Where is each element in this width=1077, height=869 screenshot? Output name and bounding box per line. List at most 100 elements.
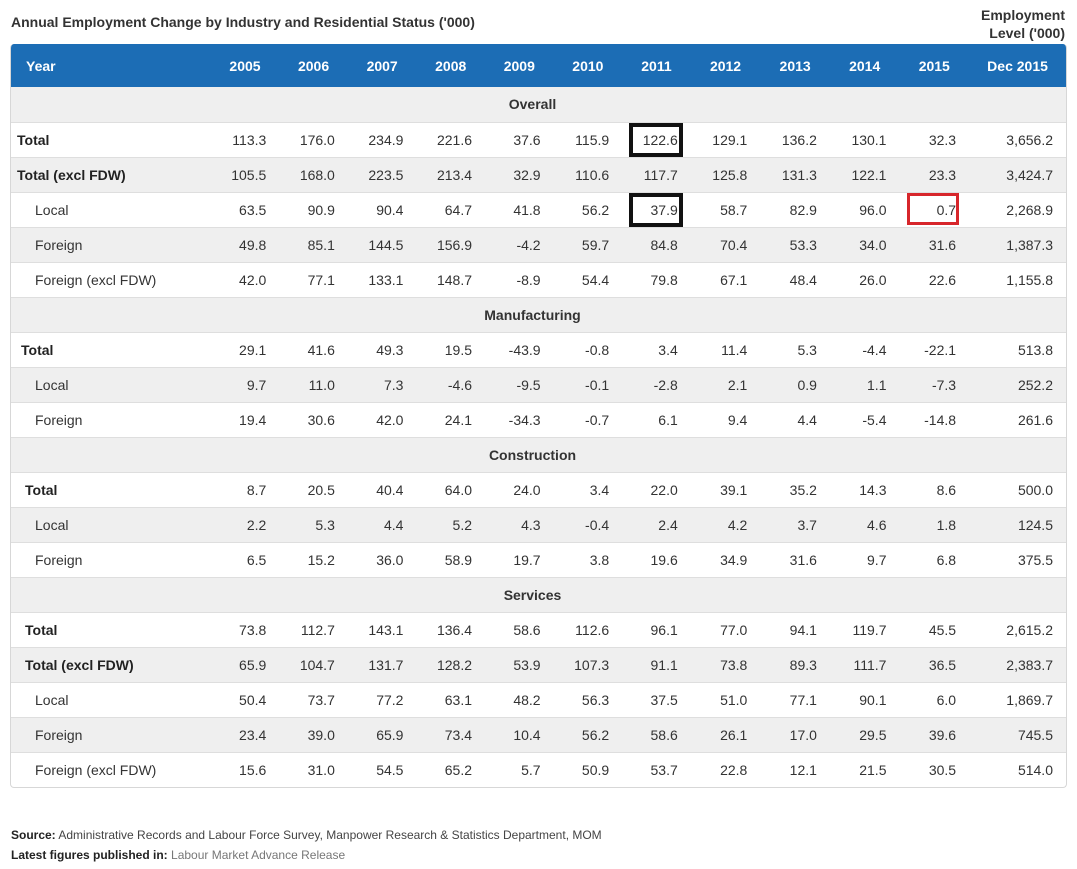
column-header-year: Year [26,57,56,74]
table-cell: 36.0 [347,541,417,577]
table-cell: 131.3 [760,156,830,192]
table-cell: 39.1 [690,471,761,507]
table-cell: 82.9 [760,191,830,227]
table-cell: 17.0 [760,716,830,752]
table-cell: 67.1 [690,261,761,297]
section-row: Overall [11,87,1066,122]
table-row: Local 2.2 5.3 4.4 5.2 4.3 -0.4 2.4 4.2 3.7 4.6 1.8 1… [11,506,1066,542]
table-cell: 65.2 [416,751,486,787]
table-cell: 49.3 [347,331,417,367]
table-cell: 58.6 [485,611,554,647]
table-row: Foreign 19.4 30.6 42.0 24.1 -34.3 -0.7 6.1 9.4 4.… [11,401,1066,437]
row-label: Foreign (excl FDW) [11,261,211,297]
table-cell: 128.2 [416,646,486,682]
table-cell: 125.8 [690,156,761,192]
table-cell: 56.2 [553,716,623,752]
row-label: Total [11,611,211,647]
table-cell: 9.7 [829,541,900,577]
table-cell: 8.6 [899,471,970,507]
section-title: Overall [11,87,1066,122]
table-cell: 54.4 [553,261,623,297]
table-cell: 73.8 [690,646,761,682]
table-cell: 117.7 [622,156,691,192]
table-row: Total 29.1 41.6 49.3 19.5 -43.9 -0.8 3.4 11.4 5.3… [11,331,1066,367]
row-label: Foreign (excl FDW) [11,751,211,787]
table-cell: 4.4 [347,506,417,542]
table-row: Local 63.5 90.9 90.4 64.7 41.8 56.2 37.9 58.7 82.… [11,191,1066,227]
table-cell: 261.6 [969,401,1066,437]
table-cell: 4.3 [485,506,554,542]
latest-figures-link[interactable]: Labour Market Advance Release [171,848,346,862]
table-cell: 2,268.9 [969,191,1066,227]
table-cell: -14.8 [899,401,970,437]
row-label: Foreign [11,716,211,752]
table-cell: 112.6 [553,611,623,647]
table-cell: 5.2 [416,506,486,542]
table-cell: 375.5 [969,541,1066,577]
table-row: Total 8.7 20.5 40.4 64.0 24.0 3.4 22.0 39.1 35.2 1… [11,471,1066,507]
table-cell: 34.0 [829,226,900,262]
source-note: Source: Administrative Records and Labou… [11,828,602,842]
table-cell: 2,383.7 [969,646,1066,682]
table-cell: 3.4 [622,331,691,367]
table-cell: 91.1 [622,646,691,682]
table-cell: 133.1 [347,261,417,297]
table-cell: 73.7 [279,681,348,717]
table-cell: 2.4 [622,506,691,542]
table-row: Total (excl FDW) 65.9 104.7 131.7 128.2 53.9 1… [11,646,1066,682]
column-header-2009: 2009 [503,57,535,74]
table-cell: 19.6 [622,541,691,577]
latest-figures-note: Latest figures published in: Labour Mark… [11,848,345,862]
row-label: Total (excl FDW) [11,156,211,192]
table-cell: 5.3 [760,331,830,367]
table-cell: 90.9 [279,191,348,227]
section-title: Construction [11,436,1066,472]
table-cell: -43.9 [485,331,554,367]
table-cell: 213.4 [416,156,486,192]
table-cell: 105.5 [210,156,280,192]
column-header-2008: 2008 [435,57,467,74]
table-cell: 26.0 [829,261,900,297]
row-label: Local [11,191,211,227]
row-label: Local [11,681,211,717]
table-cell: 85.1 [279,226,348,262]
table-cell: -7.3 [899,366,970,402]
table-cell: 40.4 [347,471,417,507]
table-cell: 90.1 [829,681,900,717]
table-body: Overall Total 113.3 176.0 234.9 221.6 37.6 115.… [11,87,1066,787]
table-cell: 24.1 [416,401,486,437]
table-cell: 110.6 [553,156,623,192]
table-cell: 6.0 [899,681,970,717]
table-cell: 6.1 [622,401,691,437]
column-header-2012: 2012 [709,57,742,74]
table-cell: 84.8 [622,226,691,262]
column-header-2014: 2014 [849,57,881,74]
column-header-2013: 2013 [779,57,811,74]
table-cell: 107.3 [553,646,623,682]
row-label: Total [11,331,211,367]
table-cell: 129.1 [690,121,761,157]
table-cell: 131.7 [347,646,417,682]
table-cell: 9.4 [690,401,761,437]
table-cell: 31.6 [899,226,970,262]
table-cell: 2.2 [210,506,280,542]
column-header-2005: 2005 [229,57,261,74]
table-cell: 35.2 [760,471,830,507]
table-cell: 73.8 [210,611,280,647]
employment-table: Year 2005 2006 2007 2008 2009 2010 2011 2012 2013… [11,44,1066,787]
table-cell: 10.4 [485,716,554,752]
table-cell: 77.1 [760,681,830,717]
table-cell: 42.0 [210,261,280,297]
table-cell: 56.3 [553,681,623,717]
table-row: Foreign 49.8 85.1 144.5 156.9 -4.2 59.7 84.8 70.… [11,226,1066,262]
table-cell: 41.6 [279,331,348,367]
table-cell: 77.1 [279,261,348,297]
table-cell: 2.1 [690,366,761,402]
table-cell: 15.6 [210,751,280,787]
table-cell: 9.7 [210,366,280,402]
table-cell: 11.4 [690,331,761,367]
table-cell: 19.7 [485,541,554,577]
table-row: Local 9.7 11.0 7.3 -4.6 -9.5 -0.1 -2.8 2.1 0.9 1.1… [11,366,1066,402]
table-cell: 12.1 [760,751,830,787]
table-header-row: Year 2005 2006 2007 2008 2009 2010 2011 2012 2013… [11,44,1066,87]
